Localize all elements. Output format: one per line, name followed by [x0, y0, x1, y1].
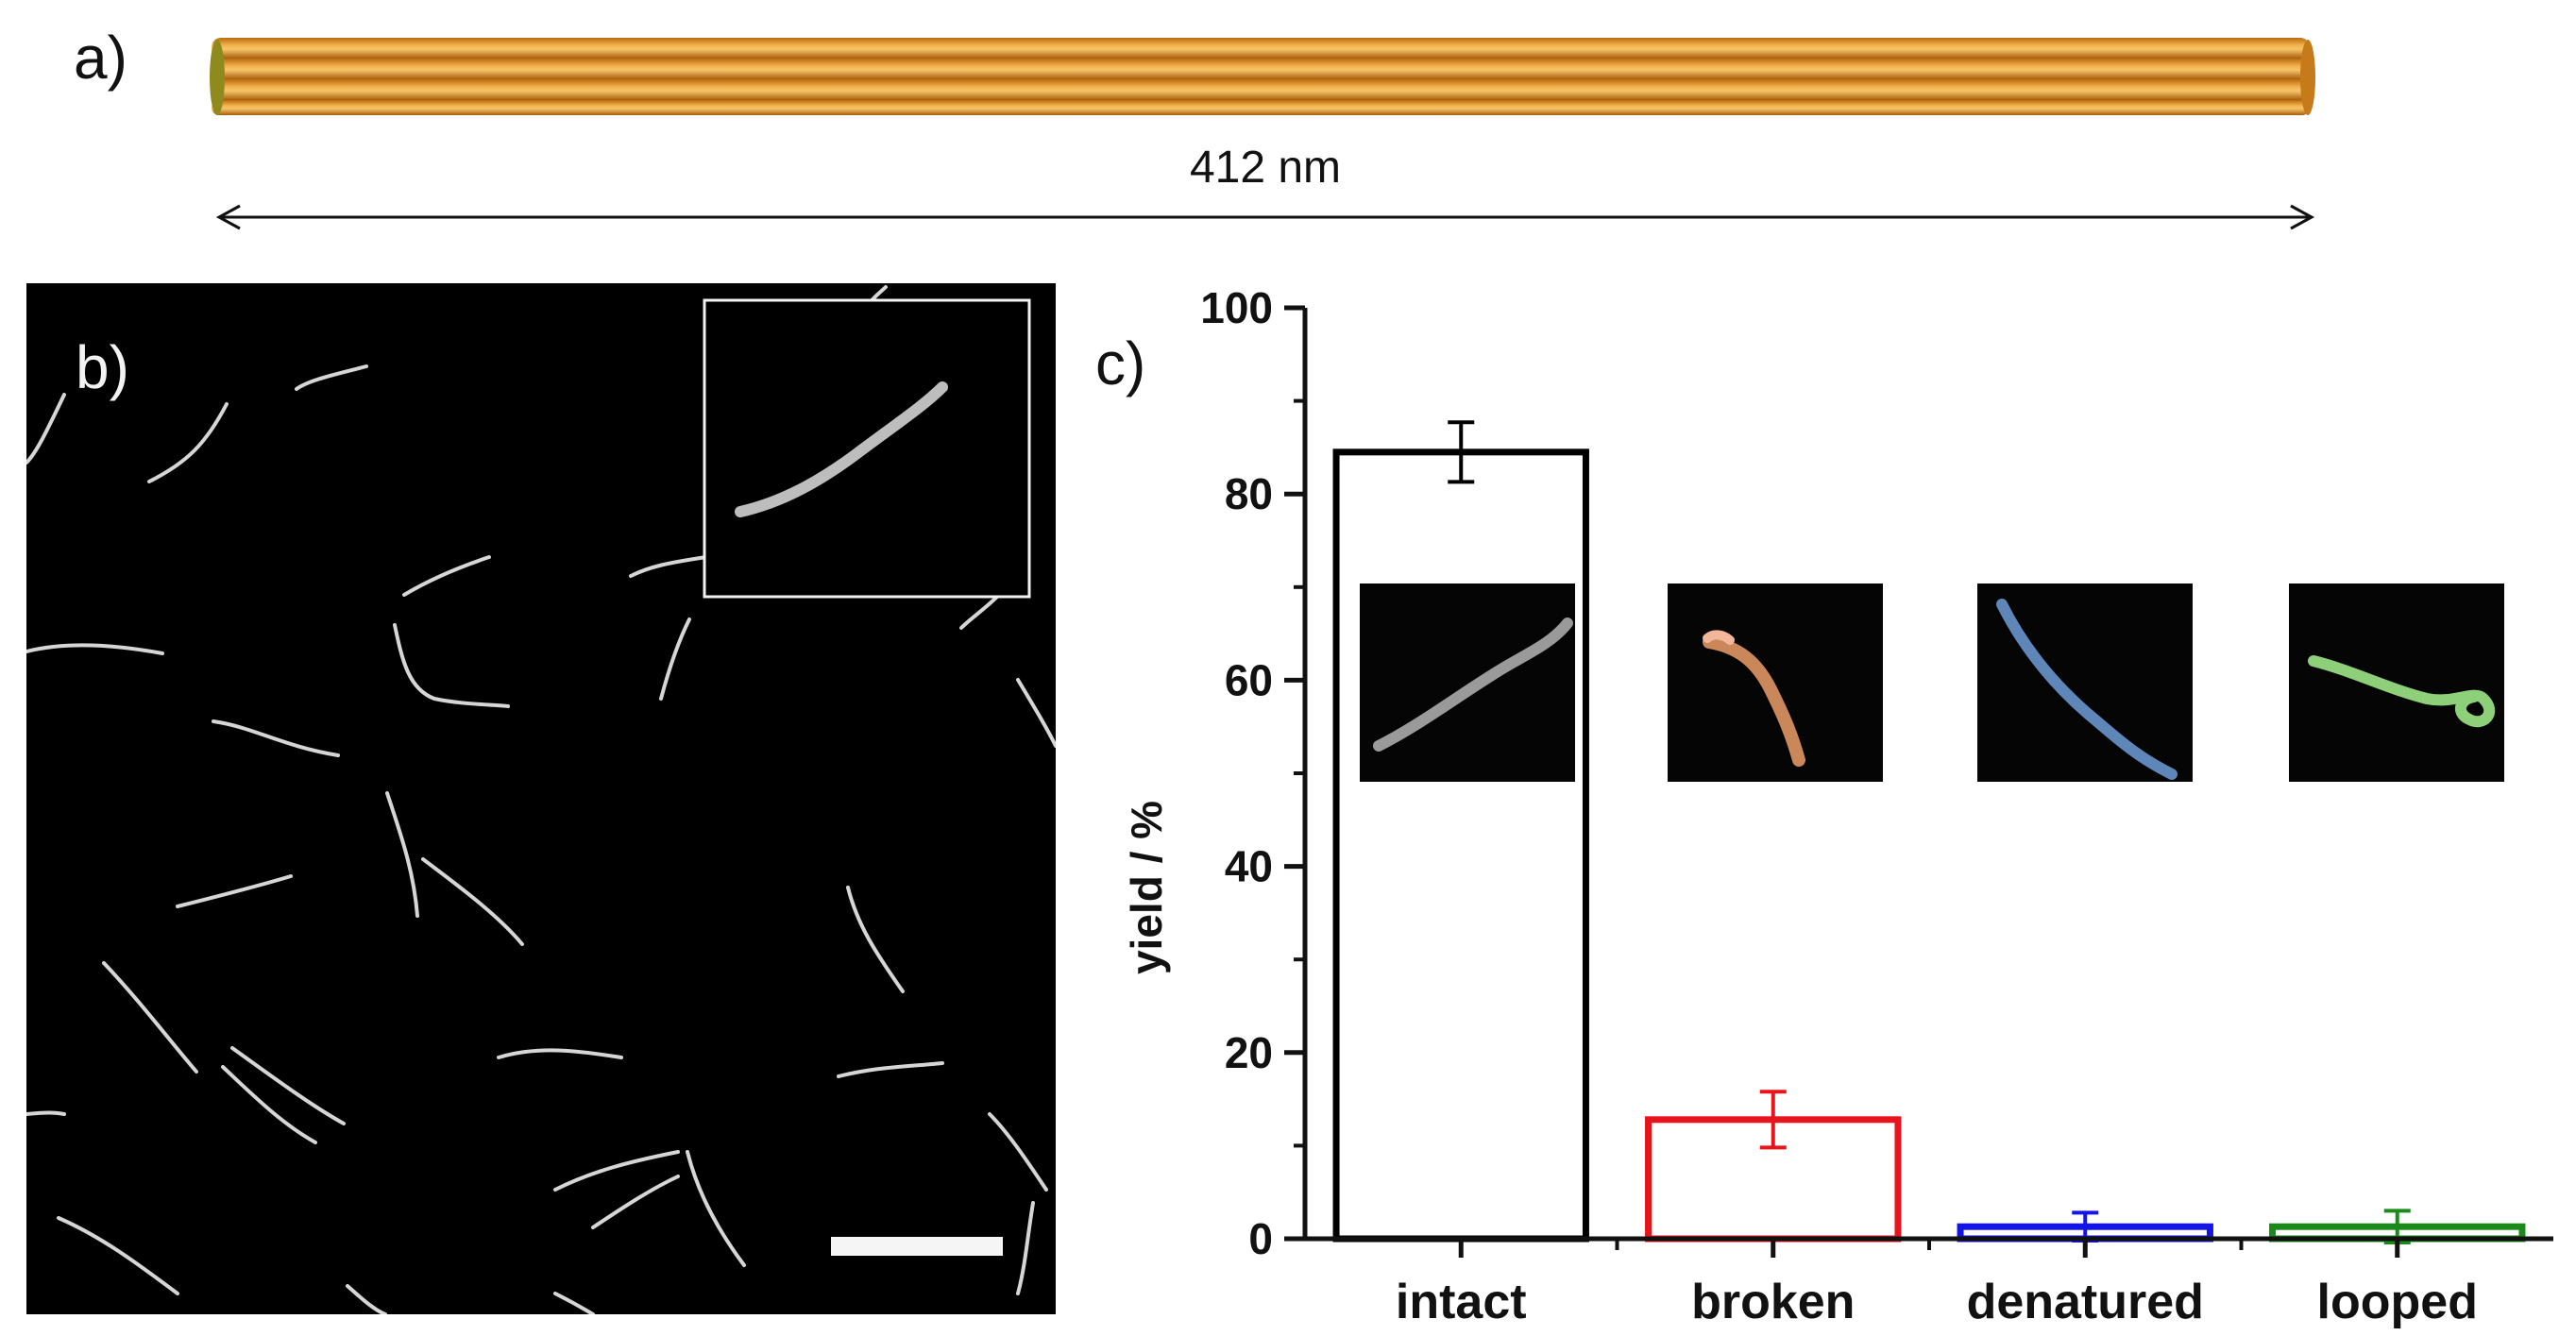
afm-filament [295, 364, 368, 391]
afm-filament [497, 1048, 623, 1059]
length-dimension: 412 nm [208, 142, 2323, 255]
afm-filament [102, 961, 198, 1074]
x-axis-categories: intact broken denatured looped [1396, 1239, 2478, 1329]
afm-filament [1016, 1201, 1035, 1295]
afm-filament [659, 617, 691, 701]
bars [1332, 420, 2526, 1244]
yield-bar-chart: 0 20 40 60 80 100 intact broken denatured [1095, 283, 2568, 1331]
afm-filament [402, 555, 491, 597]
afm-filament [553, 1292, 595, 1314]
afm-filament [1016, 678, 1056, 748]
y-tick-label: 20 [1225, 1028, 1273, 1077]
category-thumbnails [1360, 583, 2504, 782]
afm-filament [385, 791, 419, 918]
length-label: 412 nm [1189, 143, 1342, 193]
thumbnail-denatured [1977, 583, 2193, 782]
afm-filament [26, 393, 66, 465]
y-axis-ticks: 0 20 40 60 80 100 [1200, 283, 1305, 1263]
afm-filament [846, 886, 905, 993]
thumbnail-broken [1668, 583, 1883, 782]
panel-label-b: b) [76, 333, 129, 401]
arrowhead-right [2290, 204, 2315, 230]
afm-filament [629, 555, 708, 578]
afm-filament [837, 1061, 944, 1078]
afm-filament [230, 1046, 346, 1125]
panel-label-a: a) [74, 24, 127, 92]
x-category-label-broken: broken [1691, 1275, 1855, 1329]
x-category-label-denatured: denatured [1967, 1275, 2204, 1329]
y-axis-title: yield / % [1122, 801, 1171, 974]
y-tick-label: 100 [1200, 283, 1273, 332]
origami-rod-illustration [208, 30, 2323, 125]
afm-filament [421, 857, 524, 946]
rod-end-cap [210, 40, 225, 115]
afm-filament [212, 719, 340, 757]
rod-tube [212, 79, 2310, 100]
afm-filament [393, 623, 510, 708]
rod-tube [212, 38, 2310, 59]
y-tick-label: 80 [1225, 469, 1273, 518]
scale-bar [831, 1237, 1003, 1256]
afm-filament [346, 1284, 387, 1314]
y-tick-label: 40 [1225, 842, 1273, 891]
afm-filament [686, 1150, 746, 1267]
afm-filament [57, 1216, 179, 1295]
afm-filament [959, 593, 1001, 630]
afm-filament [147, 402, 229, 483]
x-category-label-intact: intact [1396, 1275, 1527, 1329]
afm-inset-filament [735, 381, 948, 517]
y-tick-label: 60 [1225, 655, 1273, 704]
afm-filament [26, 643, 164, 655]
rod-end-cap [2300, 40, 2315, 115]
panel-label-c: c) [1095, 330, 1146, 397]
afm-image [26, 283, 1056, 1314]
afm-filament [221, 1065, 317, 1144]
rod-tube [212, 59, 2310, 79]
thumbnail-looped [2289, 583, 2504, 782]
x-category-label-looped: looped [2317, 1275, 2478, 1329]
thumbnail-intact [1360, 583, 1575, 782]
afm-filament [591, 1175, 680, 1229]
afm-filament [553, 1150, 680, 1192]
bar-intact [1332, 448, 1589, 1243]
y-tick-label: 0 [1248, 1214, 1273, 1263]
arrowhead-left [215, 204, 241, 230]
afm-filament [176, 874, 293, 908]
rod-tube [212, 100, 2310, 115]
afm-filament [988, 1112, 1048, 1192]
afm-filament [26, 1110, 66, 1116]
